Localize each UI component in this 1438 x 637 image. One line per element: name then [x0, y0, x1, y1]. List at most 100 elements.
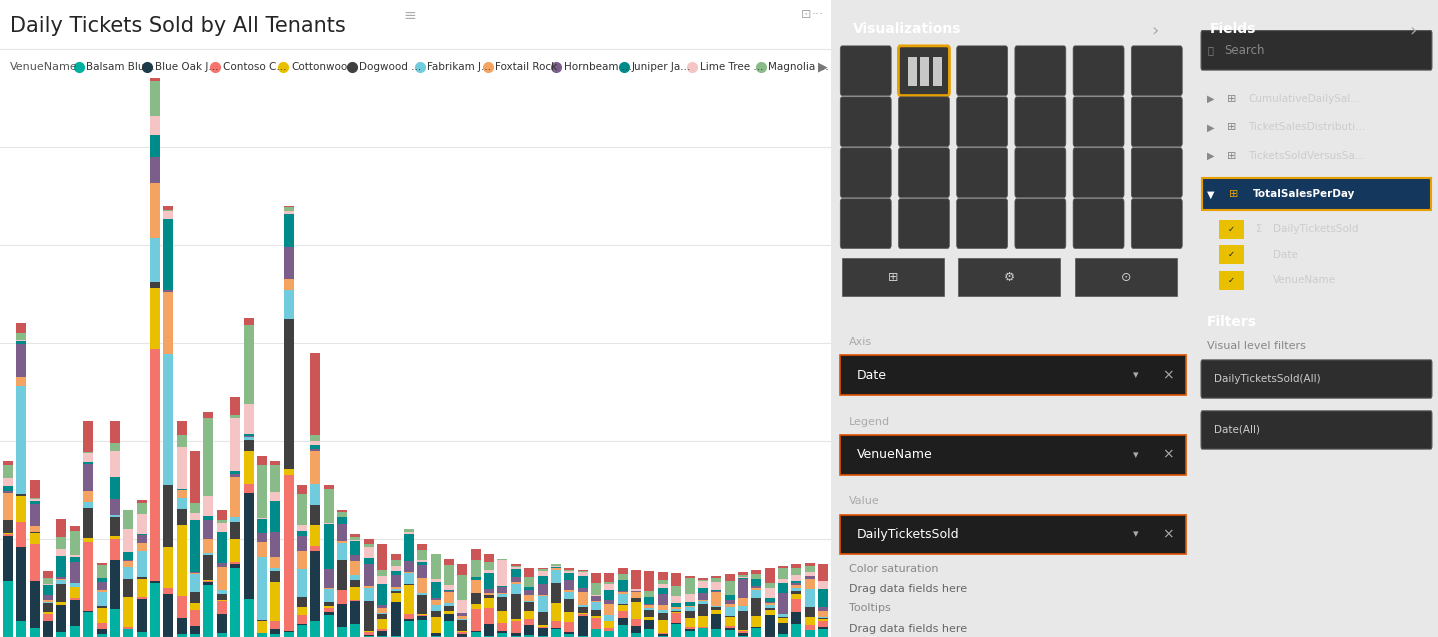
Bar — [778, 634, 788, 637]
Bar — [404, 621, 414, 637]
Bar — [765, 608, 775, 610]
Bar — [3, 582, 13, 637]
Bar — [257, 519, 267, 533]
Bar — [16, 387, 26, 494]
Bar — [30, 544, 40, 581]
FancyBboxPatch shape — [899, 148, 949, 197]
Bar — [391, 571, 401, 575]
Bar — [243, 599, 253, 637]
Bar — [203, 554, 213, 555]
Bar — [150, 183, 160, 238]
Bar — [818, 611, 828, 617]
Text: Fabrikam J...: Fabrikam J... — [427, 62, 492, 72]
Bar — [164, 210, 174, 211]
Bar — [538, 571, 548, 576]
Bar — [311, 450, 321, 484]
Text: ⊞: ⊞ — [1227, 94, 1235, 104]
Bar — [738, 633, 748, 636]
Bar — [791, 594, 801, 599]
Bar — [230, 564, 240, 568]
Bar — [684, 602, 695, 606]
Bar — [818, 607, 828, 611]
FancyBboxPatch shape — [1015, 199, 1066, 248]
FancyBboxPatch shape — [1015, 148, 1066, 197]
Bar — [684, 619, 695, 627]
Bar — [697, 628, 707, 637]
Bar — [712, 578, 722, 582]
Bar — [510, 619, 521, 621]
Bar — [336, 590, 347, 605]
Bar — [203, 418, 213, 496]
Bar — [1219, 245, 1244, 264]
Bar — [644, 605, 654, 608]
Bar — [404, 571, 414, 573]
Bar — [470, 594, 480, 604]
Text: Date: Date — [857, 369, 887, 382]
Bar — [164, 211, 174, 219]
Bar — [351, 580, 361, 587]
Bar — [43, 585, 53, 594]
Bar — [336, 510, 347, 512]
Bar — [485, 562, 495, 570]
Bar — [1076, 258, 1176, 296]
Bar — [430, 611, 440, 617]
Bar — [190, 626, 200, 634]
Bar — [230, 568, 240, 637]
Bar — [657, 594, 667, 605]
Bar — [805, 579, 815, 589]
Bar — [644, 598, 654, 605]
Bar — [684, 611, 695, 619]
Bar — [751, 586, 761, 589]
Bar — [177, 422, 187, 434]
Bar — [684, 607, 695, 611]
Bar — [243, 434, 253, 436]
Bar — [230, 562, 240, 564]
Bar — [805, 566, 815, 572]
Bar — [618, 618, 628, 626]
Bar — [631, 591, 641, 592]
Bar — [457, 631, 467, 632]
Bar — [498, 633, 508, 637]
Bar — [525, 619, 533, 626]
Bar — [684, 594, 695, 602]
Bar — [791, 588, 801, 591]
Bar — [283, 214, 293, 247]
Bar — [16, 340, 26, 341]
Bar — [604, 584, 614, 590]
Bar — [712, 582, 722, 590]
Bar — [712, 591, 722, 592]
Bar — [485, 554, 495, 562]
Bar — [444, 590, 454, 591]
Bar — [190, 610, 200, 626]
Text: ×: × — [1162, 527, 1173, 541]
Bar — [644, 610, 654, 617]
Bar — [604, 600, 614, 603]
Bar — [311, 435, 321, 441]
Bar — [672, 609, 682, 612]
Bar — [311, 448, 321, 450]
Bar — [791, 564, 801, 568]
Bar — [217, 563, 227, 567]
Bar — [510, 636, 521, 637]
Bar — [336, 524, 347, 541]
Bar — [124, 567, 134, 579]
Bar — [243, 404, 253, 434]
Text: Drag data fields here: Drag data fields here — [850, 624, 968, 634]
Bar — [164, 547, 174, 588]
Bar — [230, 419, 240, 471]
Bar — [70, 598, 81, 599]
Bar — [124, 561, 134, 567]
Bar — [177, 489, 187, 490]
Bar — [190, 503, 200, 513]
Bar — [324, 524, 334, 569]
Text: Lime Tree ...: Lime Tree ... — [700, 62, 764, 72]
Bar — [96, 608, 106, 623]
Bar — [190, 634, 200, 637]
Bar — [485, 573, 495, 589]
Bar — [578, 636, 588, 637]
Bar — [177, 596, 187, 619]
Bar — [457, 575, 467, 599]
Bar — [377, 570, 387, 576]
Bar — [43, 614, 53, 620]
Bar — [672, 613, 682, 623]
